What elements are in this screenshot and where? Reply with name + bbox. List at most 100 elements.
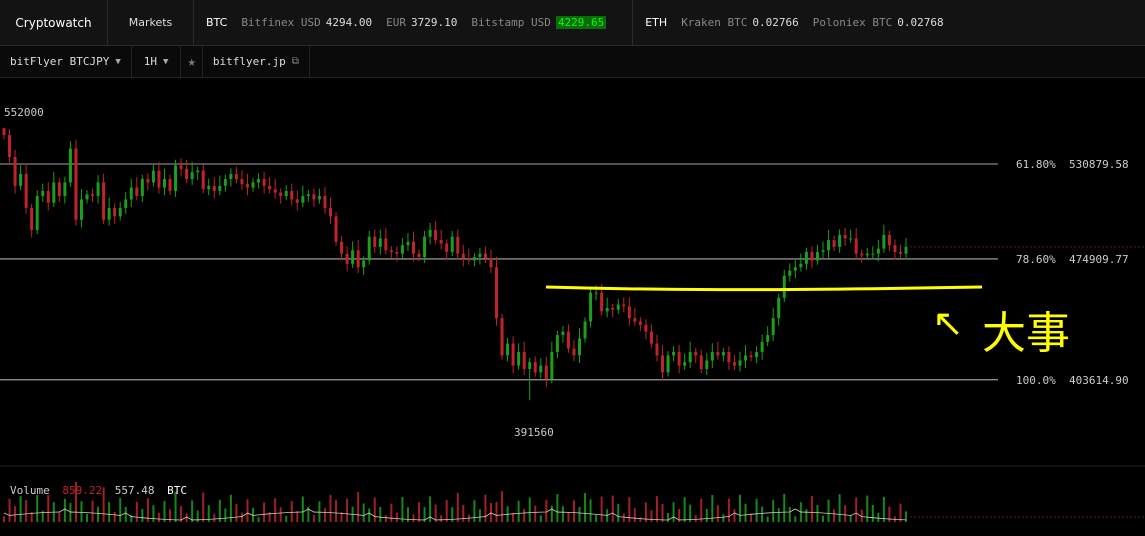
candle-body <box>810 251 814 261</box>
volume-bar <box>191 500 194 522</box>
volume-bar <box>860 509 863 522</box>
candle-body <box>334 216 338 242</box>
volume-bar <box>423 507 426 522</box>
volume-bar <box>567 512 570 522</box>
candle-body <box>373 236 377 247</box>
volume-bar <box>556 494 559 522</box>
candle-body <box>201 170 205 190</box>
candle-body <box>406 241 410 246</box>
candle-body <box>79 199 83 220</box>
favorite-button[interactable]: ★ <box>181 45 203 78</box>
volume-bar <box>224 508 227 522</box>
annotation-text: 大事 <box>982 308 1070 359</box>
candle-body <box>827 240 831 251</box>
volume-bar <box>124 507 127 522</box>
volume-bar <box>628 497 631 522</box>
volume-bar <box>36 495 39 522</box>
volume-bar <box>91 500 94 522</box>
candle-body <box>666 355 670 373</box>
candle-body <box>649 331 653 344</box>
candle-body <box>378 238 382 247</box>
price-min-label: 391560 <box>514 426 554 439</box>
candle-body <box>500 318 504 356</box>
volume-bar <box>323 508 326 522</box>
candle-body <box>804 251 808 264</box>
candle-body <box>124 199 128 208</box>
candle-body <box>638 321 642 325</box>
volume-bar <box>761 506 764 522</box>
candle-body <box>102 182 106 220</box>
volume-bar <box>661 504 664 522</box>
candle-body <box>611 307 615 310</box>
market-selector[interactable]: bitFlyer BTCJPY ▼ <box>0 45 132 78</box>
volume-bar <box>335 500 338 522</box>
candle-body <box>234 173 238 180</box>
candle-body <box>694 352 698 356</box>
ticker-price: 0.02766 <box>752 16 799 29</box>
candle-body <box>699 355 703 369</box>
interval-selector[interactable]: 1H ▼ <box>132 45 182 78</box>
btc-ticker-group[interactable]: BTC Bitfinex USD 4294.00 EUR 3729.10 Bit… <box>194 0 634 46</box>
volume-bar <box>572 500 575 522</box>
volume-bar <box>755 498 758 522</box>
volume-bar <box>14 506 17 522</box>
volume-bars <box>3 482 1145 522</box>
volume-bar <box>866 495 869 522</box>
candle-body <box>760 341 764 353</box>
candle-body <box>273 189 277 193</box>
volume-bar <box>368 508 371 522</box>
volume-bar <box>650 510 653 522</box>
volume-unit: BTC <box>167 484 187 497</box>
volume-bar <box>213 513 216 522</box>
candle-body <box>616 304 620 310</box>
candle-body <box>705 360 709 369</box>
candle-body <box>196 170 200 173</box>
candle-body <box>52 182 56 203</box>
volume-value: 557.48 <box>115 484 155 497</box>
volume-bar <box>600 496 603 522</box>
candle-body <box>113 207 117 217</box>
candle-body <box>627 306 631 319</box>
candle-body <box>190 172 194 180</box>
chevron-down-icon: ▼ <box>115 56 121 67</box>
volume-bar <box>196 510 199 522</box>
volume-bar <box>146 498 149 522</box>
eth-ticker-group[interactable]: ETH Kraken BTC 0.02766 Poloniex BTC 0.02… <box>633 0 969 46</box>
candle-body <box>68 148 72 183</box>
candle-body <box>411 241 415 254</box>
exchange-link[interactable]: bitflyer.jp ⧉ <box>203 45 310 78</box>
volume-average-line <box>3 508 907 521</box>
volume-bar <box>102 487 105 522</box>
volume-label: Volume <box>10 484 50 497</box>
fib-price-label: 474909.77 <box>1069 253 1129 266</box>
volume-bar <box>705 509 708 522</box>
candle-body <box>677 352 681 366</box>
candle-body <box>683 362 687 366</box>
candle-body <box>605 307 609 312</box>
volume-bar <box>810 496 813 522</box>
annotation-line <box>545 285 983 292</box>
volume-bar <box>296 511 299 522</box>
candle-body <box>284 190 288 197</box>
volume-bar <box>229 494 232 522</box>
candle-body <box>483 253 487 259</box>
candle-body <box>782 275 786 298</box>
markets-menu[interactable]: Markets <box>108 0 194 46</box>
candle-body <box>566 331 570 349</box>
candle-body <box>495 267 499 319</box>
brand-logo[interactable]: Cryptowatch <box>0 0 108 46</box>
price-chart[interactable]: 61.80% 530879.58 78.60% 474909.77 100.0% 4036… <box>0 78 1145 536</box>
candle-body <box>572 348 576 356</box>
volume-bar <box>489 503 492 522</box>
volume-bar <box>235 503 238 522</box>
candle-body <box>904 246 908 254</box>
candle-body <box>744 355 748 361</box>
annotation-arrow: ↖ <box>932 301 964 345</box>
fib-levels: 61.80% 530879.58 78.60% 474909.77 100.0% 4036… <box>0 158 1145 387</box>
ticker-exchange: EUR <box>386 16 407 29</box>
candle-body <box>389 250 393 252</box>
candle-body <box>600 292 604 312</box>
volume-bar <box>888 506 891 522</box>
volume-bar <box>849 515 852 522</box>
volume-bar <box>268 512 271 522</box>
